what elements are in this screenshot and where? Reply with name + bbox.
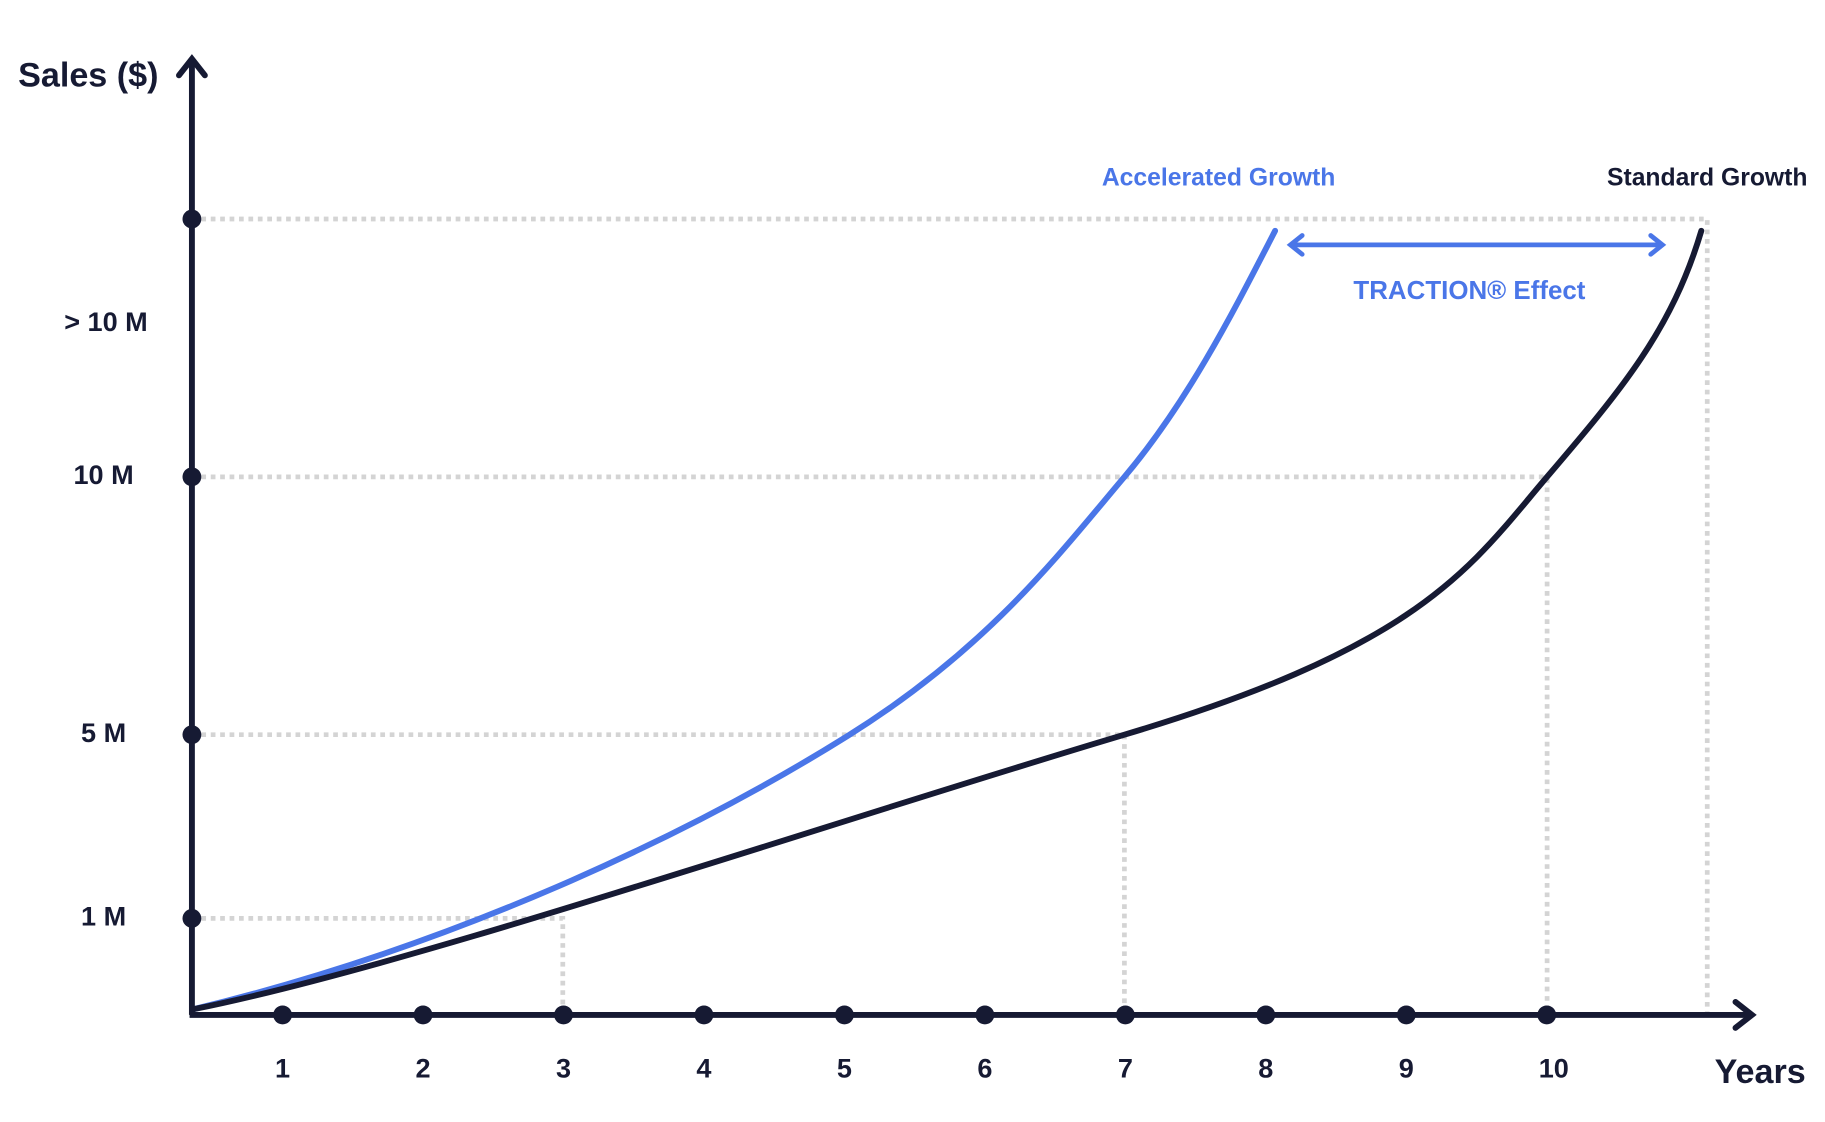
x-tick-label: 1 (275, 1052, 290, 1083)
series-label: Accelerated Growth (1102, 164, 1336, 191)
x-tick-label: 5 (837, 1052, 852, 1083)
x-tick-label: 6 (977, 1052, 992, 1083)
x-axis-dot (1396, 1005, 1416, 1025)
x-axis-dot (835, 1005, 854, 1025)
x-tick-label: 10 (1539, 1052, 1569, 1083)
y-axis-arrow (176, 54, 208, 79)
x-axis-dot (1115, 1005, 1135, 1025)
x-axis-dot (554, 1005, 573, 1025)
y-tick-label: 10 M (74, 459, 134, 490)
x-axis-dot (413, 1005, 433, 1025)
x-axis-dot (975, 1005, 995, 1025)
annotation: TRACTION® Effect (1353, 277, 1585, 305)
diagram-body: Sales ($) Years Accelerated Growth Stand… (18, 54, 1808, 1091)
x-axis-arrow (1732, 999, 1757, 1031)
x-tick-label: 4 (696, 1052, 711, 1083)
x-axis-dot (1256, 1005, 1276, 1025)
y-axis-dot (182, 908, 202, 928)
x-axis-label: Years (1715, 1053, 1806, 1091)
x-tick-label: 3 (556, 1052, 571, 1083)
x-tick-label: 8 (1258, 1052, 1273, 1083)
grid-line (191, 474, 1550, 1015)
series-label: Standard Growth (1607, 164, 1808, 191)
effect-arrowheads (1286, 233, 1667, 257)
grid-line (191, 216, 1710, 1015)
x-tick-label: 7 (1118, 1052, 1133, 1083)
y-axis-dot (182, 725, 202, 745)
x-axis-dot (1537, 1005, 1557, 1025)
accelerated-curve (191, 227, 1279, 1012)
grid-line (191, 916, 566, 1015)
y-axis-label: Sales ($) (18, 57, 158, 95)
y-axis-dot (182, 209, 202, 229)
x-axis-dot (273, 1005, 292, 1025)
y-tick-label: 5 M (81, 717, 126, 748)
y-axis-dot (182, 467, 202, 487)
x-axis-dot (694, 1005, 714, 1025)
x-tick-label: 2 (416, 1052, 431, 1083)
x-tick-label: 9 (1399, 1052, 1414, 1083)
y-tick-label: > 10 M (64, 306, 148, 337)
standard-curve (191, 227, 1705, 1012)
y-tick-label: 1 M (81, 901, 126, 932)
